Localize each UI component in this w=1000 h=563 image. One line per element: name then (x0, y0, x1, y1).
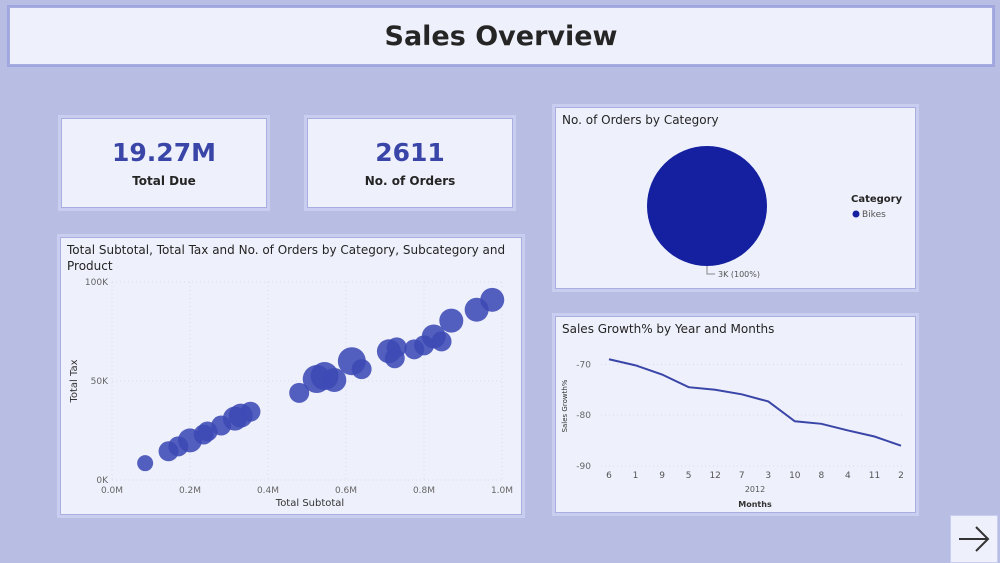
line-x-tick: 8 (818, 471, 824, 481)
pie-slice-bikes (647, 146, 767, 266)
line-x-tick: 4 (845, 471, 851, 481)
page-title: Sales Overview (384, 20, 618, 52)
line-y-axis-label: Sales Growth% (561, 379, 569, 432)
line-y-tick: -90 (576, 462, 591, 472)
pie-chart[interactable]: 3K (100%) Category Bikes (555, 107, 916, 289)
scatter-bubble (240, 401, 261, 422)
scatter-x-tick: 0.6M (335, 486, 357, 496)
total-due-card[interactable]: 19.27M Total Due (58, 115, 270, 211)
pie-legend-title: Category (851, 194, 903, 205)
scatter-x-tick: 0.2M (179, 486, 201, 496)
line-y-tick: -80 (576, 411, 591, 421)
pie-data-label: 3K (100%) (718, 270, 760, 279)
scatter-x-axis-label: Total Subtotal (275, 498, 344, 509)
line-x-tick: 10 (789, 471, 801, 481)
total-due-label: Total Due (132, 174, 196, 188)
line-chart[interactable]: -70-80-906 1 9 5 12 7 3 10 8 4 11 22012MonthsSales … (555, 316, 916, 513)
line-x-tick: 2 (898, 471, 904, 481)
line-y-tick: -70 (576, 360, 591, 370)
scatter-x-tick: 0.0M (101, 486, 123, 496)
line-x-tick: 1 (633, 471, 639, 481)
line-chart-card[interactable]: Sales Growth% by Year and Months -70 -80 -… (552, 313, 919, 516)
scatter-x-tick: 0.8M (413, 486, 435, 496)
scatter-y-tick: 0K (96, 476, 109, 486)
pie-chart-title: No. of Orders by Category (562, 113, 719, 127)
scatter-y-tick: 100K (85, 278, 109, 288)
scatter-bubble (386, 337, 407, 358)
scatter-bubble (480, 287, 505, 312)
next-page-button[interactable] (950, 515, 998, 563)
line-x-tick: 6 (606, 471, 612, 481)
scatter-bubble (137, 455, 154, 472)
scatter-bubble (431, 331, 452, 352)
orders-count-value: 2611 (375, 138, 445, 167)
scatter-bubble (351, 359, 372, 380)
title-banner: Sales Overview (7, 5, 995, 67)
pie-legend-label: Bikes (862, 210, 886, 220)
line-x-tick: 9 (659, 471, 665, 481)
scatter-bubble (322, 368, 347, 393)
scatter-y-axis-label: Total Tax (69, 359, 80, 403)
pie-legend-marker (852, 210, 860, 218)
line-x-tick: 5 (686, 471, 692, 481)
scatter-x-tick: 0.4M (257, 486, 279, 496)
arrow-right-icon (959, 526, 990, 552)
line-x-group-label: 2012 (745, 485, 765, 494)
line-chart-title: Sales Growth% by Year and Months (562, 322, 775, 336)
sales-growth-line (608, 358, 902, 447)
line-x-tick: 3 (765, 471, 771, 481)
scatter-bubble (439, 308, 464, 333)
total-due-value: 19.27M (112, 138, 216, 167)
scatter-chart[interactable]: 0.0M 0.2M 0.4M 0.6M 0.8M 1.0M 0K 50K 100K Total S… (60, 237, 522, 515)
scatter-bubble (289, 382, 310, 403)
line-x-tick: 7 (739, 471, 745, 481)
scatter-x-tick: 1.0M (491, 486, 513, 496)
pie-data-label-leader (706, 266, 715, 275)
orders-count-card[interactable]: 2611 No. of Orders (304, 115, 516, 211)
line-x-tick: 11 (869, 471, 880, 481)
orders-count-label: No. of Orders (364, 174, 456, 188)
pie-chart-card[interactable]: No. of Orders by Category 3K (100%) Categ… (552, 104, 919, 292)
scatter-y-tick: 50K (91, 377, 109, 387)
line-x-axis-label: Months (738, 500, 772, 509)
scatter-chart-card[interactable]: Total Subtotal, Total Tax and No. of Ord… (57, 234, 525, 518)
line-x-tick: 12 (709, 471, 720, 481)
scatter-chart-title: Total Subtotal, Total Tax and No. of Ord… (67, 243, 506, 273)
